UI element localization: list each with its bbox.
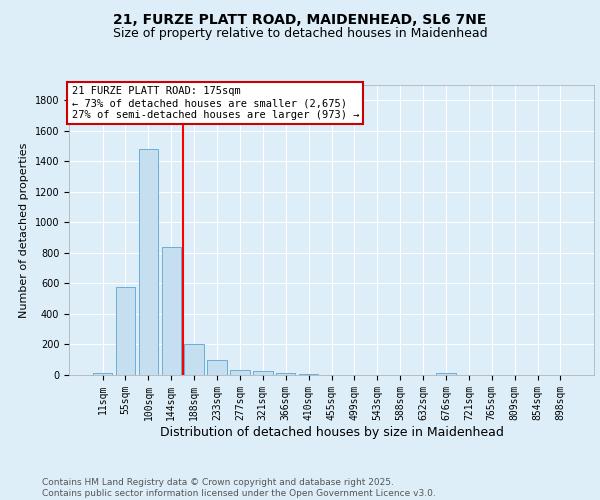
Bar bbox=[139, 149, 158, 375]
Bar bbox=[276, 373, 295, 375]
Bar bbox=[184, 344, 204, 375]
Bar bbox=[93, 374, 112, 375]
Text: 21 FURZE PLATT ROAD: 175sqm
← 73% of detached houses are smaller (2,675)
27% of : 21 FURZE PLATT ROAD: 175sqm ← 73% of det… bbox=[71, 86, 359, 120]
Bar bbox=[208, 360, 227, 375]
Bar bbox=[230, 370, 250, 375]
Text: Size of property relative to detached houses in Maidenhead: Size of property relative to detached ho… bbox=[113, 28, 487, 40]
Bar bbox=[299, 374, 319, 375]
Bar bbox=[253, 371, 272, 375]
Bar bbox=[116, 287, 135, 375]
Text: 21, FURZE PLATT ROAD, MAIDENHEAD, SL6 7NE: 21, FURZE PLATT ROAD, MAIDENHEAD, SL6 7N… bbox=[113, 12, 487, 26]
X-axis label: Distribution of detached houses by size in Maidenhead: Distribution of detached houses by size … bbox=[160, 426, 503, 438]
Bar bbox=[436, 374, 455, 375]
Text: Contains HM Land Registry data © Crown copyright and database right 2025.
Contai: Contains HM Land Registry data © Crown c… bbox=[42, 478, 436, 498]
Bar bbox=[161, 247, 181, 375]
Y-axis label: Number of detached properties: Number of detached properties bbox=[19, 142, 29, 318]
